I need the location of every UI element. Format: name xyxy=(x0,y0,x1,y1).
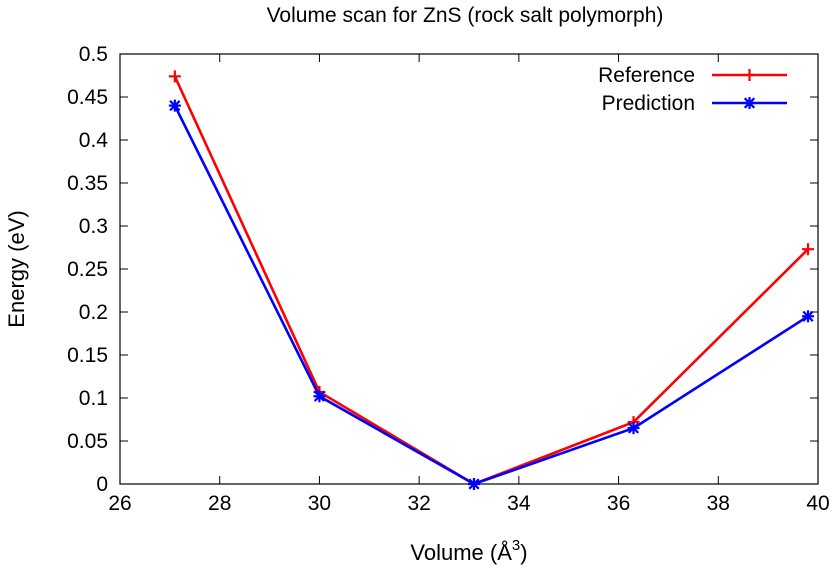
y-axis-title: Energy (eV) xyxy=(4,210,29,327)
marker-star-d2 xyxy=(802,310,814,322)
data-point xyxy=(168,99,181,112)
marker-star-d2 xyxy=(313,390,326,402)
series-reference xyxy=(168,70,815,490)
data-point xyxy=(802,310,815,323)
x-axis-title: Volume (Å3) xyxy=(410,537,527,565)
x-axis: 26 28 30 32 34 36 38 40 xyxy=(108,54,830,515)
marker-star-d2 xyxy=(743,97,756,109)
y-tick-label: 0.45 xyxy=(67,86,108,109)
y-axis: 0 0.05 0.1 0.15 0.2 0.25 0.3 0.35 0.4 0.45 0.5 xyxy=(67,43,818,496)
y-tick-label: 0 xyxy=(96,473,108,496)
data-point xyxy=(467,478,480,490)
x-tick-label: 38 xyxy=(707,492,730,515)
marker-star-d2 xyxy=(169,100,181,112)
data-point xyxy=(168,70,181,83)
x-tick-label: 26 xyxy=(108,492,131,515)
x-tick-label: 40 xyxy=(806,492,829,515)
series-layer xyxy=(168,70,815,490)
chart-title: Volume scan for ZnS (rock salt polymorph… xyxy=(267,4,664,27)
plot-frame xyxy=(119,53,819,485)
x-tick-label: 36 xyxy=(607,492,630,515)
legend-label: Reference xyxy=(598,64,695,87)
y-tick-label: 0.2 xyxy=(79,301,108,324)
y-tick-label: 0.4 xyxy=(79,129,109,152)
data-point xyxy=(627,422,640,435)
y-tick-label: 0.05 xyxy=(67,430,108,453)
y-tick-label: 0.5 xyxy=(79,43,108,66)
x-tick-label: 34 xyxy=(507,492,531,515)
y-tick-label: 0.35 xyxy=(67,172,108,195)
series-prediction xyxy=(168,99,815,490)
y-tick-label: 0.15 xyxy=(67,344,108,367)
x-tick-label: 30 xyxy=(308,492,331,515)
series-line xyxy=(173,75,809,486)
data-point xyxy=(313,390,326,403)
x-tick-label: 32 xyxy=(407,492,430,515)
legend-item-reference: Reference xyxy=(598,64,787,87)
marker-star-d2 xyxy=(468,478,480,490)
y-tick-label: 0.25 xyxy=(67,258,108,281)
series-line xyxy=(173,105,809,486)
marker-star-d2 xyxy=(627,422,640,434)
y-tick-label: 0.1 xyxy=(79,387,108,410)
y-tick-label: 0.3 xyxy=(79,215,108,238)
x-tick-label: 28 xyxy=(208,492,231,515)
legend: Reference Prediction xyxy=(598,64,787,115)
legend-item-prediction: Prediction xyxy=(602,92,787,115)
legend-label: Prediction xyxy=(602,92,695,115)
data-point xyxy=(802,243,815,256)
